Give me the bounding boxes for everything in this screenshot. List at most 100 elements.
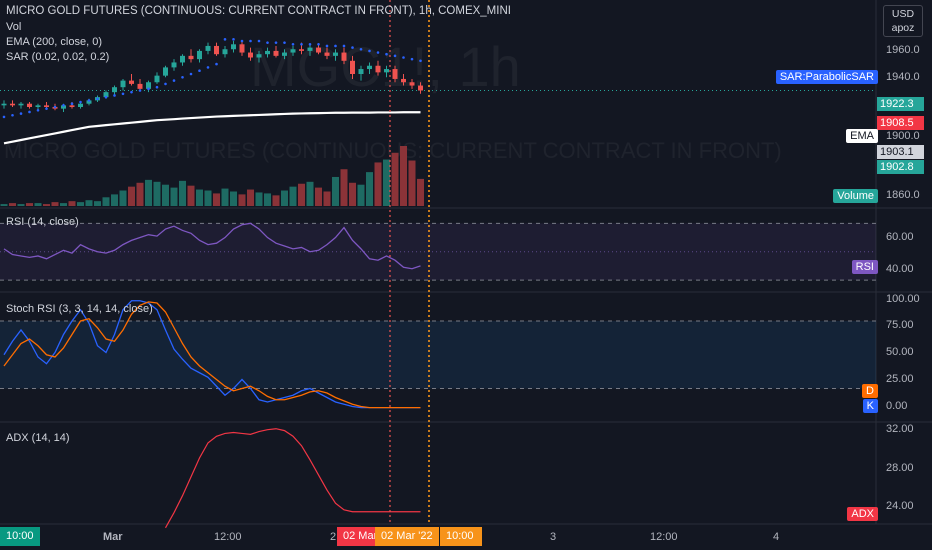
volume-bar: [408, 160, 416, 206]
candle-body: [273, 50, 279, 56]
volume-series-tag: Volume: [833, 189, 878, 203]
sar-dot: [215, 62, 218, 66]
sar-dot: [419, 59, 422, 63]
rsi-legend[interactable]: RSI (14, close): [6, 216, 79, 228]
sar-dot: [79, 100, 82, 104]
volume-bar: [255, 192, 263, 206]
candle-body: [103, 92, 109, 98]
sar-dot: [376, 51, 380, 54]
volume-bar: [145, 179, 152, 206]
cursor-date-orange: 02 Mar '22: [375, 527, 439, 546]
sar-dot: [70, 102, 74, 105]
sar-dot: [11, 113, 14, 117]
adx-tick: 28.00: [886, 462, 914, 474]
adx-tick: 24.00: [886, 500, 914, 512]
d-series-tag: D: [862, 384, 878, 398]
sar-dot: [113, 94, 116, 97]
volume-bar: [111, 194, 118, 206]
candle-body: [27, 103, 32, 107]
volume-bar: [68, 201, 76, 206]
candle-body: [112, 87, 117, 93]
price-tick: 1960.0: [886, 44, 920, 56]
candle-body: [137, 83, 143, 89]
stoch-tick: 25.00: [886, 373, 914, 385]
sar-dot: [308, 43, 312, 46]
candle-body: [282, 52, 287, 56]
candle-body: [171, 62, 177, 68]
candle-body: [409, 82, 415, 86]
sar-dot: [240, 39, 244, 43]
candle-body: [256, 54, 262, 58]
volume-bar: [204, 190, 212, 206]
candle-body: [316, 47, 321, 53]
sar-dot: [36, 109, 40, 112]
chart-title: MICRO GOLD FUTURES (CONTINUOUS: CURRENT …: [6, 5, 511, 17]
stoch-rsi-legend[interactable]: Stoch RSI (3, 3, 14, 14, close): [6, 303, 153, 315]
stoch-k-line: [3, 300, 421, 409]
candle-body: [350, 60, 355, 74]
sar-dot: [104, 95, 108, 99]
volume-bar: [315, 187, 322, 206]
cursor-date-red: 02 Mar: [337, 527, 384, 546]
sar-dot: [206, 66, 210, 69]
candle-body: [1, 103, 7, 106]
sar-dot: [172, 79, 176, 82]
candle-body: [367, 65, 372, 70]
price-tick: 1860.0: [886, 189, 920, 201]
volume-bar: [289, 186, 297, 206]
candle-body: [35, 105, 41, 107]
candle-body: [392, 69, 398, 79]
currency-user: apoz: [891, 22, 915, 34]
volume-bar: [391, 152, 399, 206]
volume-bar: [213, 193, 220, 206]
candle-body: [375, 65, 381, 73]
candle-body: [129, 80, 134, 84]
sar-dot: [325, 44, 329, 48]
candle-body: [384, 69, 389, 73]
sar-dot: [402, 56, 405, 59]
currency-button[interactable]: USD apoz: [883, 5, 923, 37]
stoch-d-line: [3, 301, 421, 409]
stoch-tick: 75.00: [886, 319, 914, 331]
volume-bar: [298, 183, 305, 206]
sar-dot: [385, 52, 388, 56]
volume-bar: [374, 162, 382, 206]
adx-line: [164, 428, 421, 529]
currency-unit: USD: [891, 8, 915, 20]
ema-legend[interactable]: EMA (200, close, 0): [6, 36, 102, 48]
candle-body: [418, 85, 423, 91]
candle-body: [299, 49, 304, 51]
volume-bar: [85, 200, 93, 206]
sar-dot: [274, 41, 278, 44]
volume-bar: [196, 189, 203, 206]
volume-bar: [272, 195, 280, 206]
candle-body: [197, 50, 202, 60]
ema-series-tag: EMA: [846, 129, 878, 143]
sar-dot: [249, 39, 252, 43]
candle-body: [222, 49, 228, 55]
sar-legend[interactable]: SAR (0.02, 0.02, 0.2): [6, 51, 110, 63]
candle-body: [307, 47, 313, 51]
time-tick: 2: [330, 531, 337, 543]
volume-bar: [417, 178, 424, 206]
volume-bar: [332, 176, 339, 206]
sar-dot: [257, 39, 261, 43]
candle-body: [290, 49, 296, 53]
volume-bar: [221, 188, 229, 206]
ema-price-tag: 1903.1: [877, 145, 924, 159]
sar-dot: [45, 107, 48, 110]
adx-legend[interactable]: ADX (14, 14): [6, 432, 70, 444]
sar-dot: [2, 115, 6, 119]
volume-bar: [102, 197, 110, 206]
stoch-tick: 0.00: [886, 400, 908, 412]
last-price-tag: 1922.3: [877, 97, 924, 111]
volume-bar: [281, 190, 288, 206]
k-series-tag: K: [862, 399, 878, 413]
adx-tick: 32.00: [886, 423, 914, 435]
cursor-time-left: 10:00: [0, 527, 40, 546]
volume-bar: [119, 190, 127, 206]
rsi-series-tag: RSI: [851, 260, 878, 274]
volume-legend[interactable]: Vol: [6, 21, 22, 33]
volume-bar: [162, 184, 169, 206]
